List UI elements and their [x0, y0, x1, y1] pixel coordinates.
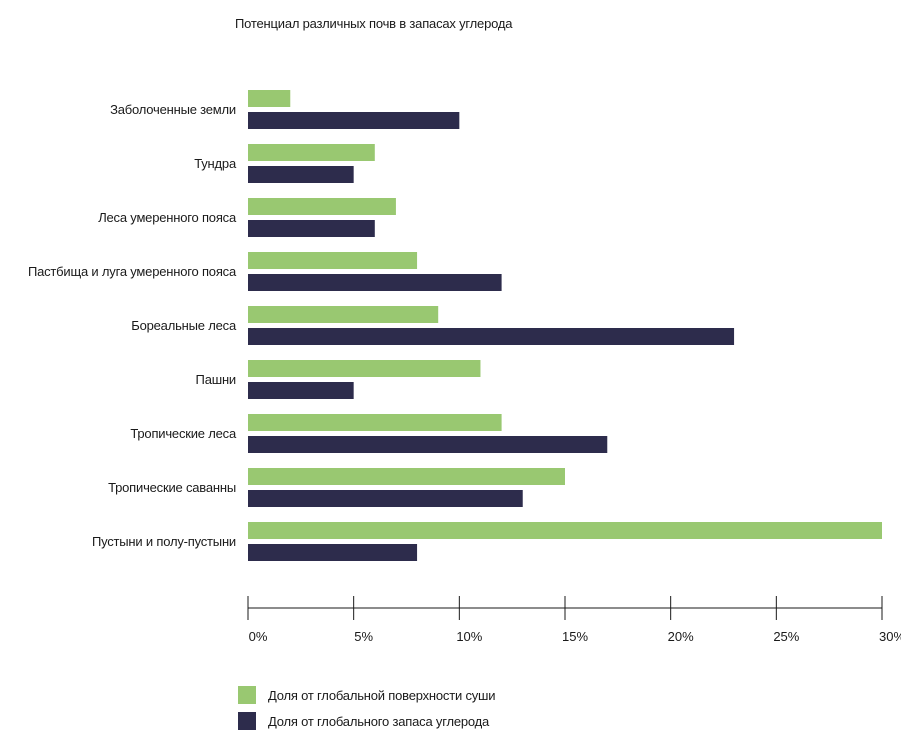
- bar-carbon-0: [248, 112, 460, 129]
- category-label: Тропические леса: [130, 426, 237, 441]
- legend-swatch-land: [238, 686, 256, 704]
- x-tick-label: 15%: [562, 629, 588, 644]
- bar-land-6: [248, 414, 502, 431]
- bar-carbon-1: [248, 166, 354, 183]
- bar-carbon-3: [248, 274, 502, 291]
- legend-label-land: Доля от глобальной поверхности суши: [268, 687, 496, 703]
- x-tick-label: 5%: [354, 629, 373, 644]
- bar-land-3: [248, 252, 418, 269]
- bar-land-2: [248, 198, 396, 215]
- legend-label-carbon: Доля от глобального запаса углерода: [268, 713, 490, 729]
- category-label: Леса умеренного пояса: [98, 210, 237, 225]
- legend-item-carbon: Доля от глобального запаса углерода: [238, 711, 495, 731]
- bar-carbon-6: [248, 436, 608, 453]
- bar-land-7: [248, 468, 565, 485]
- x-tick-label: 30%: [879, 629, 901, 644]
- x-tick-label: 0%: [249, 629, 268, 644]
- bar-carbon-8: [248, 544, 418, 561]
- category-label: Тундра: [194, 156, 237, 171]
- legend-swatch-carbon: [238, 712, 256, 730]
- bar-land-1: [248, 144, 375, 161]
- bar-carbon-2: [248, 220, 375, 237]
- category-label: Пашни: [196, 372, 236, 387]
- category-label: Пастбища и луга умеренного пояса: [28, 264, 237, 279]
- legend: Доля от глобальной поверхности суши Доля…: [238, 685, 496, 731]
- bar-land-0: [248, 90, 291, 107]
- category-label: Тропические саванны: [108, 480, 236, 495]
- x-tick-label: 10%: [456, 629, 482, 644]
- category-label: Бореальные леса: [131, 318, 237, 333]
- bar-land-8: [248, 522, 882, 539]
- legend-item-land: Доля от глобальной поверхности суши: [238, 685, 496, 705]
- bar-carbon-5: [248, 382, 354, 399]
- category-label: Заболоченные земли: [110, 102, 236, 117]
- x-tick-label: 25%: [773, 629, 799, 644]
- bar-land-5: [248, 360, 481, 377]
- bar-carbon-4: [248, 328, 735, 345]
- x-tick-label: 20%: [668, 629, 694, 644]
- category-label: Пустыни и полу-пустыни: [92, 534, 236, 549]
- bar-land-4: [248, 306, 439, 323]
- bar-carbon-7: [248, 490, 523, 507]
- chart-title: Потенциал различных почв в запасах углер…: [235, 16, 513, 31]
